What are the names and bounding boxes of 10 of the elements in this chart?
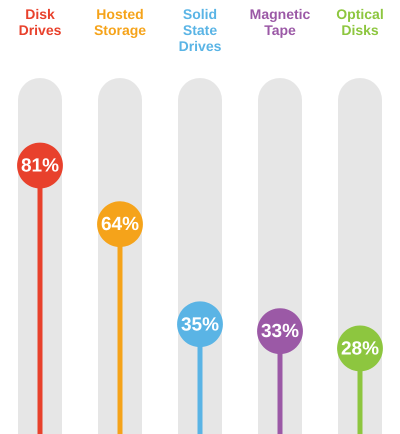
data-label: 28% [340,338,380,360]
x-tick-label: Disk Drives [18,6,62,38]
data-label: 81% [20,156,60,177]
x-tick-label: Magnetic Tape [250,6,311,38]
x-tick-label: Optical Disks [336,6,384,38]
data-label: 64% [100,214,140,236]
x-tick-label: Solid State Drives [178,6,222,54]
data-label: 35% [180,314,220,336]
x-tick-label: Hosted Storage [94,6,146,38]
data-label: 33% [260,321,300,342]
